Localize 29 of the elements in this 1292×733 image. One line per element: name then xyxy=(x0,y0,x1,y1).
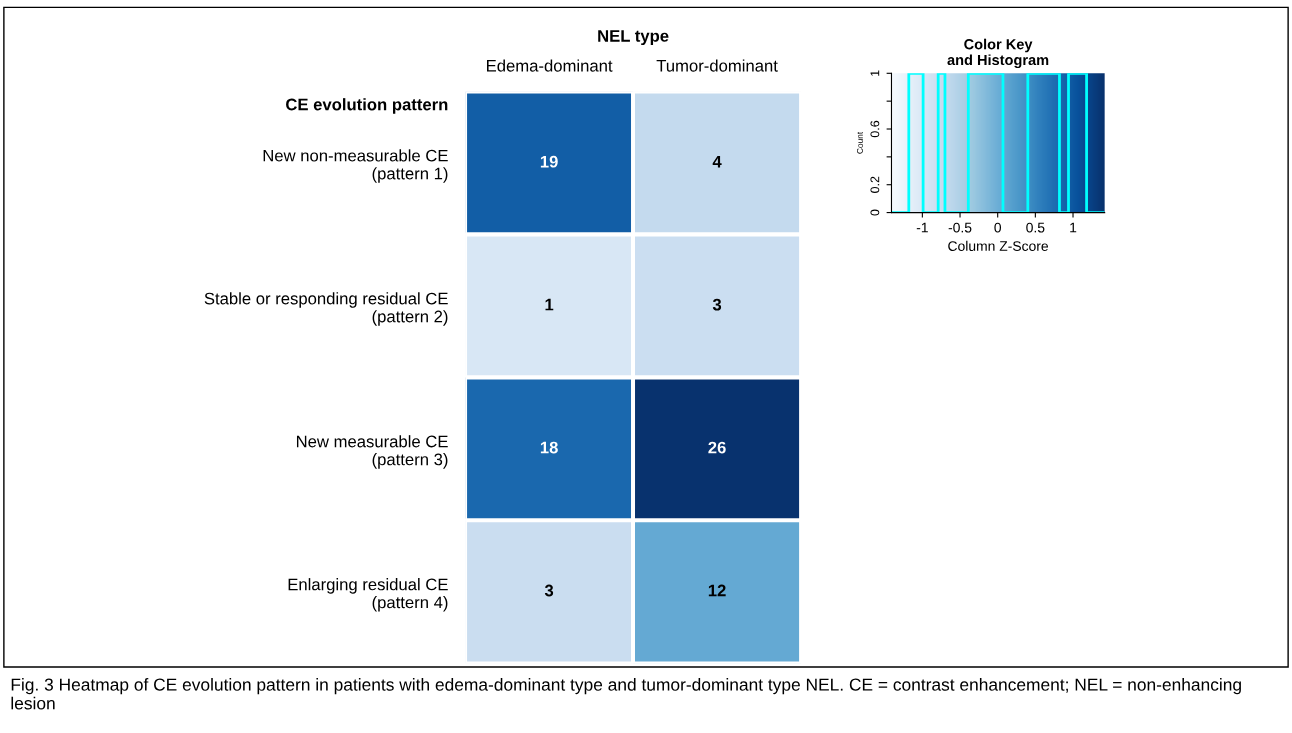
x-tick-label: -0.5 xyxy=(948,222,972,233)
data-label: 19 xyxy=(540,155,558,168)
data-label: 4 xyxy=(712,155,722,168)
caption: Fig. 3 Heatmap of CE evolution pattern in patients with edema-dominant type and tumor-dominant type NEL. CE = contrast enhancement; NEL = non-enhancing lesion xyxy=(11,678,1241,710)
y-tick-label: Stable or responding residual CE (pattern 2) xyxy=(204,292,448,326)
data-label: 3 xyxy=(544,584,554,597)
y-tick-label: 0.6 xyxy=(870,120,880,138)
y-tick-label: New non-measurable CE (pattern 1) xyxy=(263,149,448,183)
data-label: 26 xyxy=(708,441,726,454)
x-tick-label: 0.5 xyxy=(1026,222,1045,233)
x-tick-label: Tumor-dominant xyxy=(656,59,778,72)
data-label: 12 xyxy=(708,584,726,597)
x-tick-label: 1 xyxy=(1070,222,1077,233)
y-tick-label: 0.2 xyxy=(870,176,880,193)
x-tick-label: 0 xyxy=(994,222,1002,233)
y-tick-label: Enlarging residual CE (pattern 4) xyxy=(288,578,448,612)
data-label: 18 xyxy=(540,441,558,454)
y-tick-label: New measurable CE (pattern 3) xyxy=(296,435,448,469)
y-axis-title: Count xyxy=(857,131,863,154)
x-axis-title: Column Z-Score xyxy=(948,240,1049,251)
x-tick-label: -1 xyxy=(916,222,928,233)
data-label: 1 xyxy=(545,298,554,311)
y-tick-label: 1 xyxy=(870,70,880,76)
y-axis-title: CE evolution pattern xyxy=(286,98,448,114)
y-tick-label: 0 xyxy=(870,209,880,216)
data-label: 3 xyxy=(712,298,722,311)
x-tick-label: Edema-dominant xyxy=(487,59,613,72)
chart-title: Color Key and Histogram xyxy=(947,38,1049,69)
chart-title: NEL type xyxy=(598,30,669,46)
